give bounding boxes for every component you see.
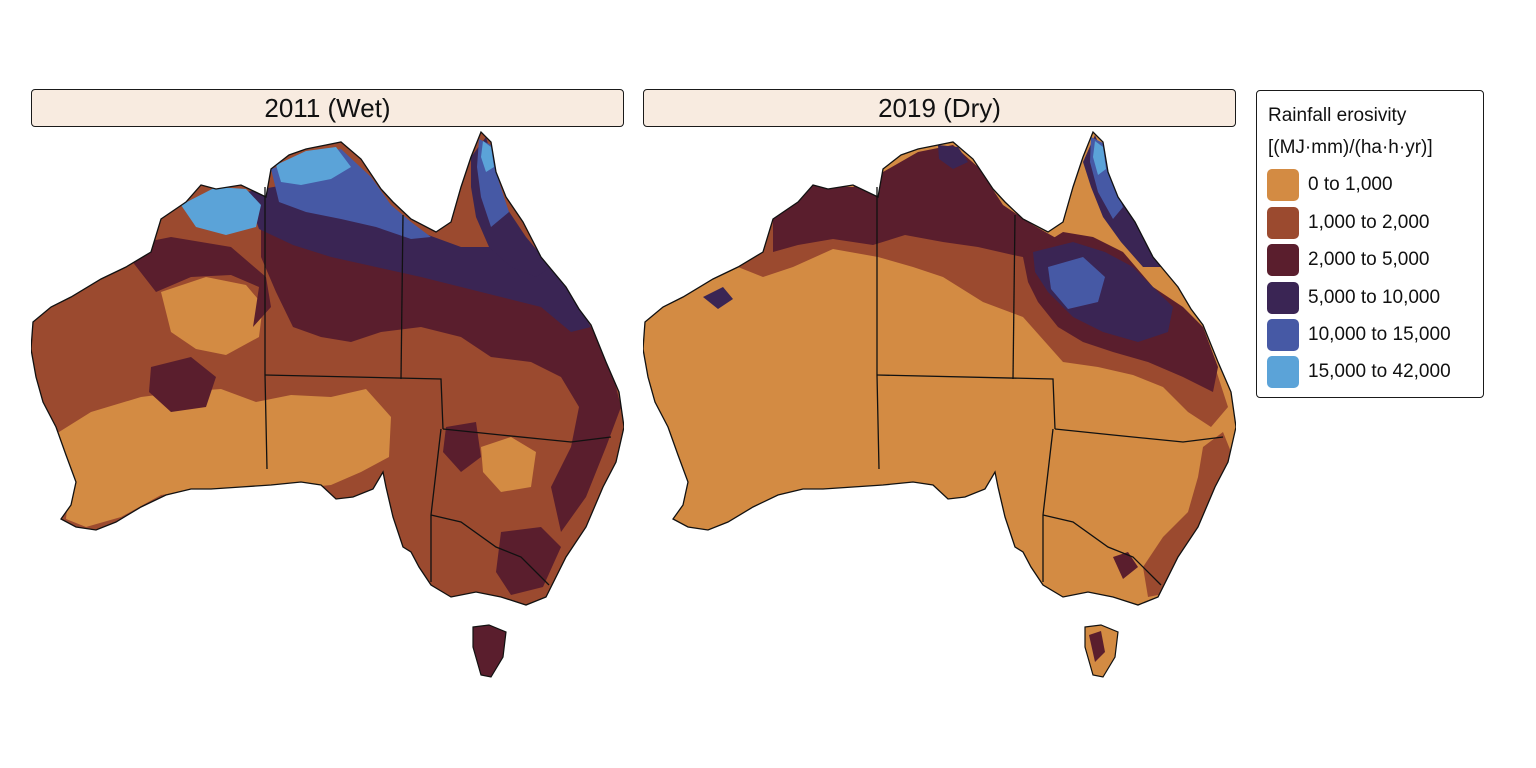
- erosivity-zone-0-1000: [481, 437, 536, 492]
- erosivity-zone-5000-10000: [703, 287, 733, 309]
- border-nt-qld: [400, 214, 404, 380]
- legend-units: [(MJ·mm)/(ha·h·yr)]: [1268, 137, 1433, 158]
- legend-item: 10,000 to 15,000: [1267, 319, 1451, 351]
- panel-title-2011: 2011 (Wet): [31, 89, 624, 127]
- erosivity-zone-5000-10000: [938, 145, 968, 169]
- tasmania-west-coast-zone: [1089, 631, 1105, 662]
- border-qld-nsw: [1054, 428, 1224, 443]
- border-nt-sa: [876, 374, 1056, 430]
- mainland-coastline: [31, 130, 624, 606]
- legend-swatch: [1267, 356, 1299, 388]
- erosivity-zone-10000-15000: [1048, 257, 1105, 309]
- legend-label: 5,000 to 10,000: [1308, 287, 1441, 308]
- erosivity-zone-0-1000: [161, 277, 263, 355]
- legend-item: 2,000 to 5,000: [1267, 244, 1430, 276]
- legend-swatch: [1267, 319, 1299, 351]
- legend-label: 1,000 to 2,000: [1308, 212, 1430, 233]
- legend-swatch: [1267, 282, 1299, 314]
- border-nt-sa: [264, 374, 444, 430]
- panel-title-2011-text: 2011 (Wet): [264, 92, 391, 123]
- legend-swatch: [1267, 169, 1299, 201]
- legend-label: 10,000 to 15,000: [1308, 324, 1451, 345]
- legend-label: 15,000 to 42,000: [1308, 361, 1451, 382]
- erosivity-zone-1000-2000: [738, 185, 1228, 427]
- legend: Rainfall erosivity [(MJ·mm)/(ha·h·yr)] 0…: [1256, 90, 1484, 398]
- border-nsw-vic: [1042, 514, 1162, 586]
- state-borders: [876, 187, 1224, 586]
- tasmania: [472, 624, 507, 678]
- erosivity-zone-2000-5000: [149, 357, 216, 412]
- erosivity-zone-2000-5000: [496, 527, 561, 595]
- erosivity-zone-2000-5000: [121, 237, 271, 327]
- legend-title: Rainfall erosivity: [1268, 105, 1407, 126]
- border-qld-nsw: [442, 428, 612, 443]
- legend-swatch: [1267, 244, 1299, 276]
- border-nsw-vic: [430, 514, 550, 586]
- erosivity-zone-1000-2000: [1143, 432, 1233, 597]
- map-2011-wet: [31, 130, 624, 678]
- mainland-coastline: [643, 130, 1236, 606]
- panel-title-2019: 2019 (Dry): [643, 89, 1236, 127]
- legend-item: 0 to 1,000: [1267, 169, 1393, 201]
- legend-item: 15,000 to 42,000: [1267, 356, 1451, 388]
- state-borders: [264, 187, 612, 586]
- erosivity-zone-15000-42000: [276, 147, 351, 185]
- legend-item: 5,000 to 10,000: [1267, 282, 1440, 314]
- erosivity-zone-2000-5000: [443, 422, 481, 472]
- legend-label: 2,000 to 5,000: [1308, 249, 1430, 270]
- legend-item: 1,000 to 2,000: [1267, 207, 1430, 239]
- erosivity-zone-15000-42000: [481, 141, 494, 172]
- legend-label: 0 to 1,000: [1308, 174, 1393, 195]
- panel-title-2019-text: 2019 (Dry): [878, 92, 1001, 123]
- erosivity-zone-2000-5000: [773, 145, 1063, 262]
- erosivity-zone-2000-5000: [1113, 552, 1138, 579]
- erosivity-zone-0-1000: [51, 389, 391, 527]
- erosivity-zone-15000-42000: [1093, 141, 1106, 175]
- erosivity-zone-15000-42000: [181, 187, 261, 235]
- legend-swatch: [1267, 207, 1299, 239]
- erosivity-zone-5000-10000: [246, 182, 591, 332]
- map-2019-dry: [643, 130, 1236, 678]
- border-nt-qld: [1012, 214, 1016, 380]
